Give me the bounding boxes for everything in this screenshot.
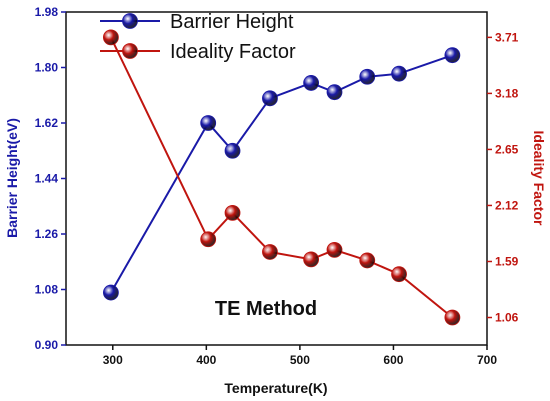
y-left-tick-label: 1.80 — [35, 61, 59, 75]
series-1-point — [391, 266, 407, 283]
series-layer — [103, 29, 461, 326]
legend-label-0: Barrier Height — [170, 11, 294, 33]
ticks-layer: 300 400 500 600 700 0.90 1.08 1.26 1.44 1.62 1.80 1… — [35, 5, 519, 367]
legend: Barrier Height Ideality Factor — [100, 11, 296, 63]
series-line-0 — [110, 54, 453, 294]
series-0-point — [359, 68, 376, 85]
series-0-point — [224, 142, 241, 159]
x-tick-label: 300 — [103, 353, 123, 367]
x-tick-label: 500 — [290, 353, 310, 367]
series-0-point — [444, 47, 461, 64]
series-1-point — [224, 204, 241, 221]
x-axis-title: Temperature(K) — [224, 380, 327, 396]
y-right-tick-label: 2.65 — [495, 142, 519, 156]
x-tick-label: 400 — [196, 353, 216, 367]
y-left-tick-label: 1.44 — [35, 172, 59, 186]
series-0-point — [303, 75, 320, 91]
y-right-tick-label: 1.06 — [495, 311, 519, 325]
series-1-point — [262, 244, 278, 260]
series-0-point — [391, 65, 407, 82]
method-annotation: TE Method — [215, 298, 317, 320]
y-axis-right-title: Ideality Factor — [531, 131, 547, 226]
series-0-point — [262, 90, 278, 107]
legend-marker-0 — [122, 13, 138, 29]
series-0-point — [200, 115, 217, 131]
series-1-point — [200, 231, 217, 248]
legend-label-1: Ideality Factor — [170, 41, 296, 63]
series-1-point — [359, 252, 376, 269]
x-tick-label: 600 — [383, 353, 403, 367]
y-left-tick-label: 1.08 — [35, 283, 59, 297]
y-right-tick-label: 2.12 — [495, 198, 519, 212]
y-axis-left-title: Barrier Height(eV) — [4, 118, 20, 238]
y-left-tick-label: 1.26 — [35, 227, 59, 241]
series-1-point — [444, 309, 461, 326]
y-right-tick-label: 3.18 — [495, 86, 519, 100]
series-1-point — [103, 29, 119, 46]
x-tick-label: 700 — [477, 353, 497, 367]
y-left-tick-label: 0.90 — [35, 338, 59, 352]
y-left-tick-label: 1.98 — [35, 5, 59, 19]
y-left-tick-label: 1.62 — [35, 116, 59, 130]
legend-marker-1 — [122, 43, 138, 59]
series-1-point — [326, 241, 343, 258]
series-1-point — [303, 251, 320, 268]
y-right-tick-label: 3.71 — [495, 30, 519, 44]
y-right-tick-label: 1.59 — [495, 254, 519, 268]
series-0-point — [326, 84, 343, 101]
series-0-point — [103, 284, 119, 301]
